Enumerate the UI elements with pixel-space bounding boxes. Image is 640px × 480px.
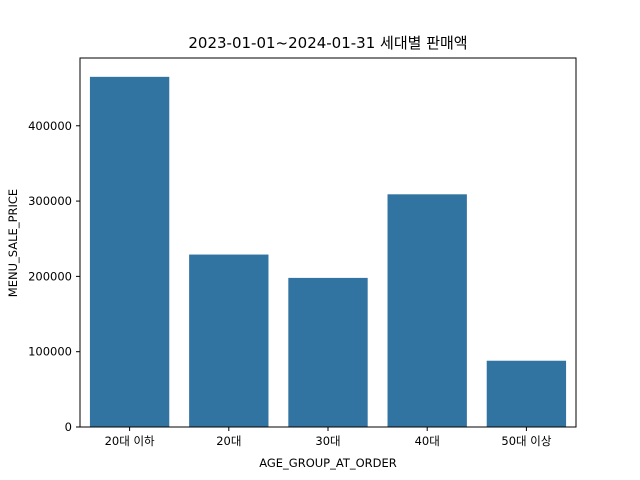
- y-axis: 0 100000 200000 300000 400000: [28, 119, 80, 434]
- x-tick-label: 40대: [415, 434, 440, 448]
- bar-4: [486, 360, 567, 427]
- y-tick-label: 100000: [28, 345, 72, 359]
- bar-3: [387, 194, 467, 427]
- y-axis-label: MENU_SALE_PRICE: [6, 189, 20, 297]
- y-tick-label: 200000: [28, 269, 72, 283]
- bar-1: [189, 254, 269, 427]
- y-tick-label: 0: [65, 420, 72, 434]
- bar-0: [89, 76, 170, 427]
- x-tick-label: 30대: [315, 434, 340, 448]
- x-axis-label: AGE_GROUP_AT_ORDER: [259, 456, 397, 470]
- chart-title: 2023-01-01~2024-01-31 세대별 판매액: [188, 34, 467, 52]
- x-axis: 20대 이하 20대 30대 40대 50대 이상: [105, 427, 552, 448]
- x-tick-label: 20대 이하: [105, 434, 155, 448]
- x-tick-label: 20대: [216, 434, 241, 448]
- y-tick-label: 400000: [28, 119, 72, 133]
- y-tick-label: 300000: [28, 194, 72, 208]
- x-tick-label: 50대 이상: [501, 434, 551, 448]
- bar-2: [288, 277, 368, 427]
- bars-group: [89, 76, 567, 427]
